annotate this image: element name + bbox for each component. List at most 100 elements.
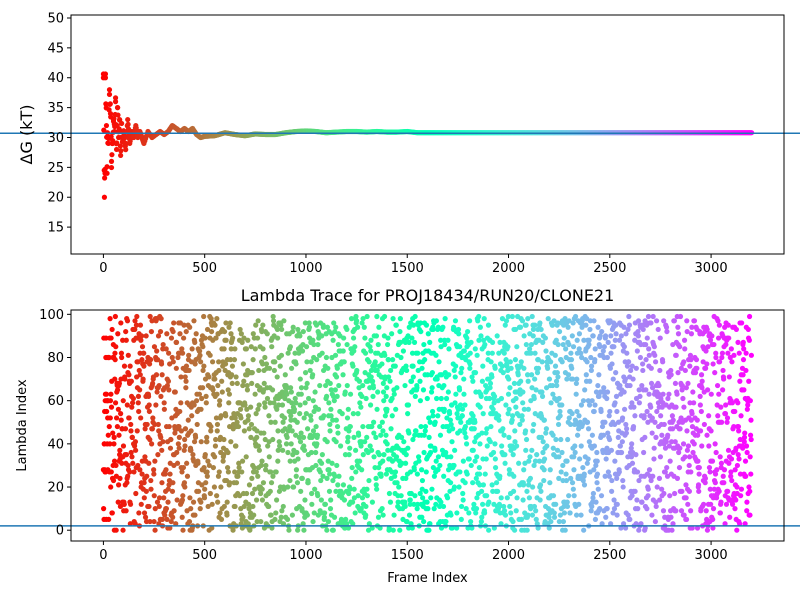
lambda-point [279, 326, 285, 333]
lambda-point [591, 467, 597, 473]
lambda-point [259, 458, 265, 464]
lambda-point [390, 316, 396, 322]
lambda-point [275, 428, 281, 434]
lambda-point [652, 359, 659, 365]
lambda-point [422, 357, 428, 363]
lambda-point [552, 352, 558, 358]
lambda-point [221, 346, 227, 352]
lambda-point [335, 482, 341, 488]
lambda-point [217, 510, 223, 516]
lambda-point [172, 389, 178, 395]
lambda-point [625, 326, 631, 333]
lambda-point [602, 473, 608, 479]
lambda-point [426, 527, 432, 533]
lambda-point [113, 527, 119, 533]
lambda-point [424, 499, 430, 505]
lambda-point [513, 326, 519, 333]
lambda-point [297, 333, 303, 339]
lambda-point [127, 363, 133, 369]
lambda-point [189, 346, 195, 352]
lambda-point [406, 324, 412, 330]
lambda-point [277, 443, 283, 449]
lambda-point [140, 376, 146, 382]
lambda-point [266, 503, 272, 510]
lambda-point [624, 350, 630, 356]
lambda-point [532, 376, 538, 382]
lambda-point [457, 469, 463, 475]
lambda-point [660, 391, 666, 397]
lambda-point [552, 363, 559, 369]
lambda-point [115, 499, 121, 505]
lambda-point [435, 413, 441, 419]
lambda-point [212, 376, 218, 382]
lambda-point [573, 512, 580, 518]
lambda-point [689, 423, 696, 430]
lambda-point [493, 480, 500, 486]
lambda-point [165, 486, 171, 492]
lambda-point [522, 428, 529, 434]
lambda-point [438, 525, 445, 531]
lambda-point [477, 324, 483, 330]
lambda-point [469, 525, 475, 531]
lambda-point [690, 449, 696, 456]
lambda-point [564, 458, 570, 464]
lambda-point [437, 503, 443, 510]
lambda-point [715, 318, 721, 324]
lambda-point [292, 350, 298, 356]
lambda-point [269, 525, 275, 531]
lambda-point [744, 508, 750, 514]
lambda-point [650, 313, 656, 320]
lambda-point [211, 484, 218, 490]
lambda-point [339, 490, 346, 497]
lambda-point [509, 413, 516, 419]
lambda-point [559, 449, 565, 456]
deltag-point [107, 101, 113, 107]
lambda-point [547, 467, 553, 473]
lambda-point [644, 506, 650, 512]
lambda-point [545, 365, 551, 371]
lambda-point [580, 477, 586, 484]
lambda-point [317, 382, 323, 389]
lambda-point [258, 462, 264, 469]
lambda-point [612, 458, 618, 464]
lambda-point [261, 380, 267, 387]
lambda-point [212, 443, 219, 449]
lambda-point [609, 361, 615, 367]
lambda-point [438, 499, 444, 505]
lambda-point [599, 423, 606, 430]
lambda-point [421, 432, 427, 438]
lambda-point [699, 385, 705, 391]
lambda-point [480, 363, 486, 369]
lambda-point [433, 352, 439, 358]
lambda-point [623, 525, 629, 531]
lambda-point [562, 316, 568, 322]
lambda-point [350, 335, 357, 341]
deltag-x-tick-label: 1000 [289, 261, 322, 276]
lambda-point [520, 497, 526, 503]
lambda-point [535, 365, 542, 371]
lambda-point [628, 367, 634, 374]
lambda-point [613, 331, 619, 337]
lambda-point [712, 370, 718, 376]
lambda-point [127, 501, 134, 507]
lambda-point [207, 490, 213, 497]
lambda-point [585, 456, 591, 462]
lambda-point [473, 475, 479, 481]
lambda-point [525, 482, 532, 488]
lambda-point [215, 382, 221, 389]
lambda-point [308, 413, 314, 419]
lambda-point [293, 467, 300, 473]
lambda-point [450, 426, 456, 432]
lambda-point [476, 471, 483, 477]
lambda-point [695, 458, 701, 464]
lambda-point [497, 339, 503, 345]
lambda-point [122, 426, 129, 432]
lambda-point [538, 488, 544, 494]
lambda-point [229, 363, 236, 369]
lambda-point [613, 393, 620, 399]
lambda-point [124, 318, 131, 324]
lambda-point [679, 387, 685, 393]
lambda-point [460, 458, 466, 464]
lambda-point [688, 508, 694, 514]
lambda-point [723, 402, 729, 408]
